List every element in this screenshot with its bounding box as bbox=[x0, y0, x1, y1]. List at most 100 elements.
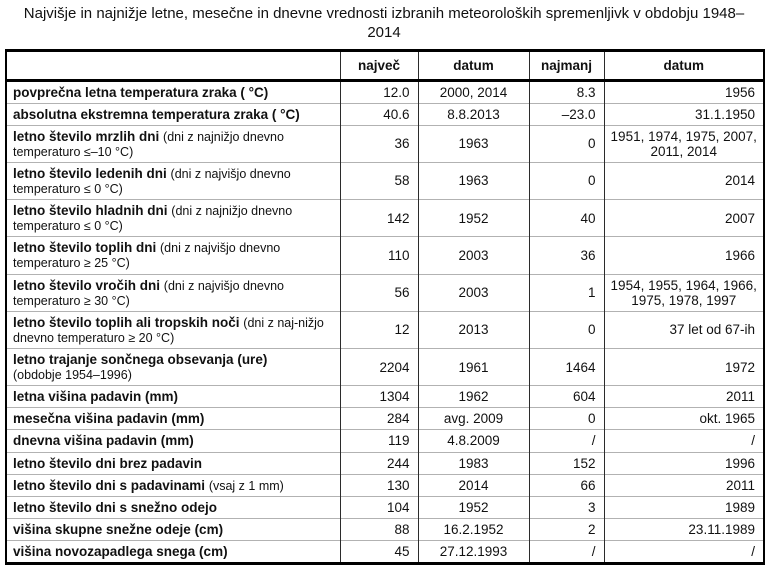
max-value: 130 bbox=[339, 473, 418, 497]
column-header-najmanj: najmanj bbox=[528, 50, 604, 82]
column-header-največ: največ bbox=[339, 50, 418, 82]
variable-label-cell: letno število dni s snežno odejo bbox=[6, 495, 340, 519]
min-date: okt. 1965 bbox=[603, 407, 764, 430]
variable-name: letno število vročih dni bbox=[13, 277, 161, 293]
min-date: 2011 bbox=[603, 473, 764, 497]
max-date: 16.2.1952 bbox=[417, 517, 529, 541]
max-value: 2204 bbox=[339, 348, 418, 386]
variable-label-cell: letno število dni s padavinami (vsaj z 1… bbox=[6, 473, 340, 497]
variable-label-cell: letno število toplih dni (dni z najvišjo… bbox=[6, 236, 340, 275]
max-value: 36 bbox=[339, 124, 418, 163]
table-row: absolutna ekstremna temperatura zraka ( … bbox=[6, 102, 764, 126]
min-date: / bbox=[603, 540, 764, 564]
table-row: povprečna letna temperatura zraka ( °C) 1… bbox=[6, 79, 764, 104]
variable-note: (dni z najnižjo dnevno temperaturo ≤ 0 °… bbox=[13, 204, 293, 234]
variable-note: (dni z najvišjo dnevno temperaturo ≤ 0 °… bbox=[13, 166, 291, 197]
max-value: 40.6 bbox=[339, 102, 418, 126]
variable-name: mesečna višina padavin (mm) bbox=[13, 411, 205, 427]
variable-name: letno število toplih ali tropskih noči bbox=[13, 314, 240, 330]
min-value: 1 bbox=[528, 273, 604, 312]
max-date: 1983 bbox=[417, 451, 529, 475]
variable-note: (dni z najnižjo dnevno temperaturo ≤–10 … bbox=[13, 129, 284, 159]
variable-label-cell: povprečna letna temperatura zraka ( °C) bbox=[6, 79, 340, 104]
min-date: / bbox=[603, 429, 764, 453]
min-value: 0 bbox=[528, 310, 604, 349]
min-date: 1989 bbox=[603, 495, 764, 519]
min-date: 1954, 1955, 1964, 1966, 1975, 1978, 1997 bbox=[603, 273, 764, 312]
variable-name: letno število toplih dni bbox=[13, 240, 157, 256]
min-value: 0 bbox=[528, 124, 604, 163]
variable-note: (vsaj z 1 mm) bbox=[208, 478, 284, 493]
variable-label-cell: mesečna višina padavin (mm) bbox=[6, 407, 340, 430]
variable-label-cell: letno število toplih ali tropskih noči (… bbox=[6, 310, 340, 349]
variable-name: letno število hladnih dni bbox=[13, 203, 168, 219]
max-date: avg. 2009 bbox=[417, 407, 529, 430]
min-value: 0 bbox=[528, 161, 604, 200]
max-value: 119 bbox=[339, 429, 418, 453]
max-value: 58 bbox=[339, 161, 418, 200]
max-value: 142 bbox=[339, 199, 418, 237]
max-date: 1962 bbox=[417, 385, 529, 408]
climate-extremes-table: največ datum najmanj datum povprečna letna … bbox=[5, 48, 765, 566]
max-date: 2014 bbox=[417, 473, 529, 497]
variable-label-cell: letno trajanje sončnega obsevanja (ure)(… bbox=[6, 348, 340, 386]
table-row: višina skupne snežne odeje (cm) 88 16.2.19… bbox=[6, 517, 764, 541]
min-date: 2014 bbox=[603, 161, 764, 200]
column-header-empty bbox=[6, 50, 340, 82]
max-date: 1963 bbox=[417, 124, 529, 163]
min-date: 2007 bbox=[603, 199, 764, 237]
table-row: letno število dni s snežno odejo 104 1952 3… bbox=[6, 495, 764, 519]
min-value: 3 bbox=[528, 495, 604, 519]
max-value: 56 bbox=[339, 273, 418, 312]
max-date: 1952 bbox=[417, 199, 529, 237]
min-date: 1972 bbox=[603, 348, 764, 386]
min-date: 1951, 1974, 1975, 2007, 2011, 2014 bbox=[603, 124, 764, 163]
table-row: letno število hladnih dni (dni z najnižj… bbox=[6, 199, 764, 237]
min-value: / bbox=[528, 429, 604, 453]
max-date: 1952 bbox=[417, 495, 529, 519]
max-date: 1963 bbox=[417, 161, 529, 200]
table-row: mesečna višina padavin (mm) 284 avg. 2009 0… bbox=[6, 407, 764, 430]
min-value: 36 bbox=[528, 236, 604, 275]
max-value: 1304 bbox=[339, 385, 418, 408]
max-value: 244 bbox=[339, 451, 418, 475]
variable-name: dnevna višina padavin (mm) bbox=[13, 433, 194, 449]
variable-label-cell: višina skupne snežne odeje (cm) bbox=[6, 517, 340, 541]
variable-name: povprečna letna temperatura zraka ( °C) bbox=[13, 84, 269, 100]
variable-label-cell: letno število ledenih dni (dni z najvišj… bbox=[6, 161, 340, 200]
variable-name: letno število mrzlih dni bbox=[13, 128, 160, 144]
variable-note: (obdobje 1954–1996) bbox=[13, 368, 132, 383]
max-value: 284 bbox=[339, 407, 418, 430]
table-row: letno trajanje sončnega obsevanja (ure)(… bbox=[6, 348, 764, 386]
min-date: 1956 bbox=[603, 79, 764, 104]
min-date: 2011 bbox=[603, 385, 764, 408]
min-date: 23.11.1989 bbox=[603, 517, 764, 541]
table-body: povprečna letna temperatura zraka ( °C) 1… bbox=[6, 79, 764, 564]
table-row: letno število toplih dni (dni z najvišjo… bbox=[6, 236, 764, 275]
variable-name: absolutna ekstremna temperatura zraka ( … bbox=[13, 106, 300, 122]
variable-name: letno število dni s padavinami bbox=[13, 477, 206, 493]
variable-note: (dni z naj-nižjo dnevno temperaturo ≥ 20… bbox=[13, 315, 324, 345]
variable-label-cell: letno število hladnih dni (dni z najnižj… bbox=[6, 199, 340, 237]
max-value: 110 bbox=[339, 236, 418, 275]
max-value: 12 bbox=[339, 310, 418, 349]
variable-label-cell: višina novozapadlega snega (cm) bbox=[6, 540, 340, 564]
column-header-datum: datum bbox=[603, 50, 764, 82]
max-value: 104 bbox=[339, 495, 418, 519]
variable-name: letno število dni s snežno odejo bbox=[13, 499, 218, 515]
min-date: 1966 bbox=[603, 236, 764, 275]
min-date: 31.1.1950 bbox=[603, 102, 764, 126]
variable-note: (dni z najvišjo dnevno temperaturo ≥ 25 … bbox=[13, 241, 281, 271]
max-value: 45 bbox=[339, 540, 418, 564]
variable-note: (dni z najvišjo dnevno temperaturo ≥ 30 … bbox=[13, 278, 285, 308]
table-header: največ datum najmanj datum bbox=[6, 50, 764, 82]
table-row: letno število dni s padavinami (vsaj z 1… bbox=[6, 473, 764, 497]
max-value: 88 bbox=[339, 517, 418, 541]
min-date: 1996 bbox=[603, 451, 764, 475]
table-row: letno število vročih dni (dni z najvišjo… bbox=[6, 273, 764, 312]
min-value: 66 bbox=[528, 473, 604, 497]
max-date: 27.12.1993 bbox=[417, 540, 529, 564]
min-value: 604 bbox=[528, 385, 604, 408]
min-value: 2 bbox=[528, 517, 604, 541]
